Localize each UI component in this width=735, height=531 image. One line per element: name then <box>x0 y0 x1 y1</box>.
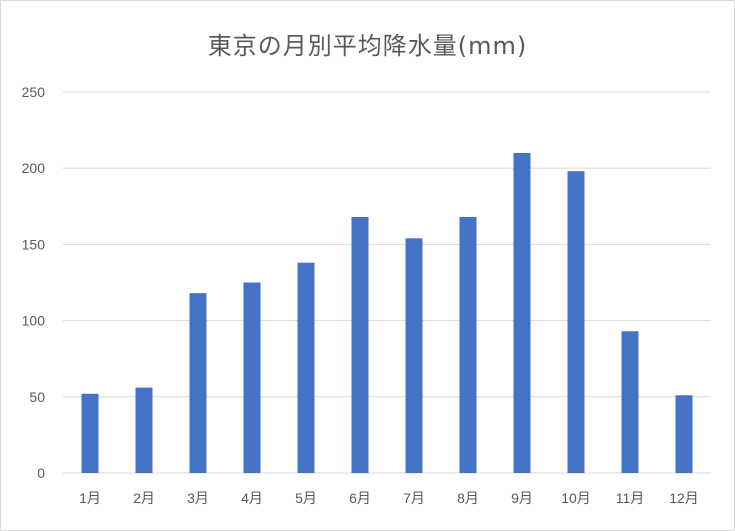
x-tick-label: 8月 <box>457 490 479 506</box>
x-tick-label: 10月 <box>561 490 591 506</box>
y-tick-label: 100 <box>22 313 46 329</box>
bar <box>405 238 423 473</box>
y-tick-label: 0 <box>37 465 45 481</box>
x-tick-label: 3月 <box>187 490 209 506</box>
gridlines <box>63 91 711 474</box>
chart-title: 東京の月別平均降水量(mm) <box>207 32 528 60</box>
bar <box>567 171 585 474</box>
bar <box>513 152 531 473</box>
x-tick-label: 7月 <box>403 490 425 506</box>
x-tick-label: 5月 <box>295 490 317 506</box>
bar <box>459 216 477 473</box>
bar <box>135 387 153 473</box>
bar <box>189 293 207 473</box>
y-tick-label: 250 <box>22 84 46 100</box>
bar <box>81 393 99 473</box>
x-axis-ticks: 1月 2月 3月 4月 5月 6月 7月 8月 9月 10月 11月 12月 <box>79 490 699 506</box>
bar <box>621 331 639 473</box>
x-tick-label: 6月 <box>349 490 371 506</box>
bar <box>675 395 693 473</box>
x-tick-label: 12月 <box>669 490 699 506</box>
x-tick-label: 9月 <box>511 490 533 506</box>
y-tick-label: 200 <box>22 160 46 176</box>
x-tick-label: 1月 <box>79 490 101 506</box>
x-tick-label: 2月 <box>133 490 155 506</box>
bars <box>81 152 693 474</box>
x-tick-label: 11月 <box>616 490 645 506</box>
x-tick-label: 4月 <box>241 490 263 506</box>
y-tick-label: 50 <box>29 389 45 405</box>
bar <box>243 282 261 473</box>
y-axis-ticks: 0 50 100 150 200 250 <box>22 84 46 481</box>
bar <box>297 262 315 473</box>
y-tick-label: 150 <box>22 236 46 252</box>
bar <box>351 216 369 473</box>
